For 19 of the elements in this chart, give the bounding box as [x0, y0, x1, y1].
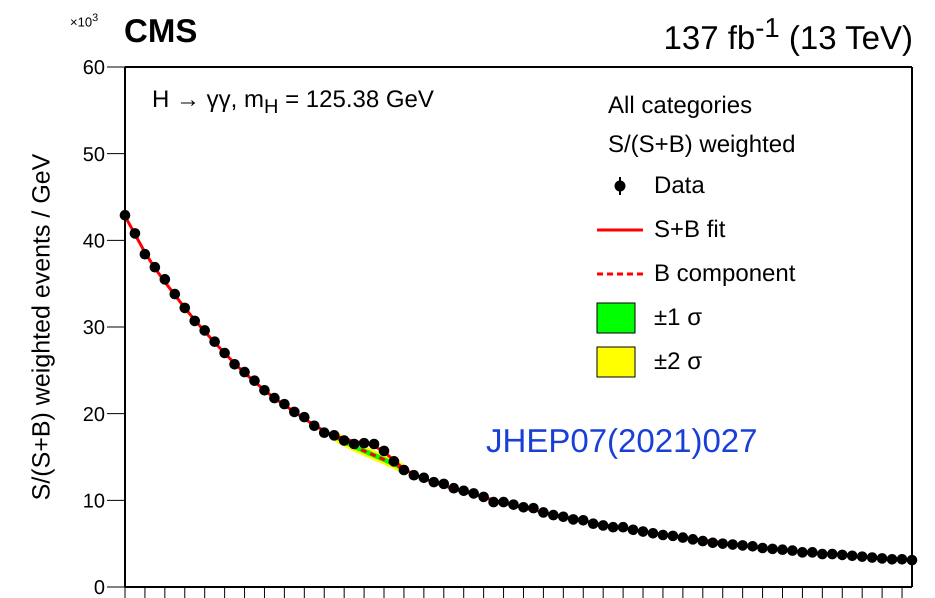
legend-title: All categories S/(S+B) weighted: [608, 91, 796, 160]
y-tick-label: 30: [82, 317, 105, 340]
legend-label: ±1 σ: [654, 304, 702, 332]
y-tick-label: 0: [94, 577, 105, 598]
annotation: JHEP07(2021)027: [486, 422, 758, 460]
chart-subtitle: 137 fb$^{-1}$ (13 TeV): [664, 12, 913, 57]
y-tick-label: 40: [82, 230, 105, 252]
y-tick-label: 10: [82, 490, 105, 512]
legend-label: Data: [654, 172, 705, 200]
text: ×10$^{3}$: [70, 12, 98, 30]
legend-label: S+B fit: [654, 216, 726, 244]
y-tick-label: 20: [82, 404, 105, 426]
annotation: H → γγ, m$_{H}$ = 125.38 GeV: [152, 86, 434, 119]
y-axis-title: S/(S+B) weighted events / GeV: [28, 154, 56, 500]
legend-label: B component: [654, 260, 796, 288]
y-tick-label: 50: [82, 144, 105, 166]
chart-title: CMS: [124, 12, 198, 50]
y-tick-label: 60: [82, 57, 105, 80]
legend-label: ±2 σ: [654, 348, 702, 376]
